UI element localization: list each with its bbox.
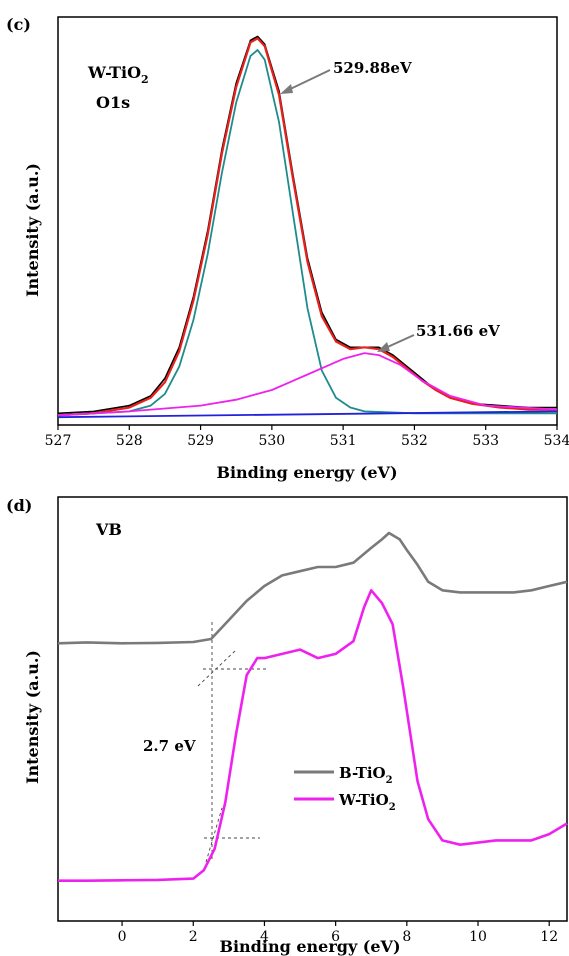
panel-d-label: (d) xyxy=(6,496,32,515)
series-vb-b-tio2 xyxy=(57,531,568,645)
x-tick-label: 10 xyxy=(469,929,487,945)
panel-c-x-ticks: 527 528 529 530 531 532 533 534 xyxy=(45,425,569,449)
x-tick-label: 12 xyxy=(540,929,558,945)
w-tio2-tangent-guide xyxy=(205,807,223,863)
legend-label-b-tio2: B-TiO2 xyxy=(339,764,393,786)
x-tick-label: 527 xyxy=(45,433,72,449)
x-tick-label: 534 xyxy=(544,433,569,449)
panel-c-label: (c) xyxy=(6,15,31,34)
series-o1s-fit-envelope xyxy=(57,37,557,417)
x-tick-label: 528 xyxy=(116,433,143,449)
panel-d-onset-guides xyxy=(197,622,268,863)
panel-d-y-axis-label: Intensity (a.u.) xyxy=(23,650,42,784)
panel-c-y-axis-label: Intensity (a.u.) xyxy=(23,163,42,297)
panel-d-title: VB xyxy=(95,520,122,539)
x-tick-label: 531 xyxy=(330,433,357,449)
x-tick-label: 4 xyxy=(260,929,269,945)
arrowhead-531-66 xyxy=(377,342,390,352)
series-o1s-peak-529-88 xyxy=(57,49,557,417)
x-tick-label: 529 xyxy=(187,433,214,449)
panel-c-sample-label: W-TiO2 xyxy=(87,63,149,86)
panel-d-series-group xyxy=(57,531,568,883)
x-tick-label: 530 xyxy=(258,433,285,449)
panel-d-plot-frame xyxy=(57,496,568,922)
annotation-531-66: 531.66 eV xyxy=(416,322,500,340)
arrowhead-529-88 xyxy=(280,84,293,94)
gap-annotation: 2.7 eV xyxy=(143,737,196,755)
panel-d-legend: B-TiO2 W-TiO2 xyxy=(294,764,396,813)
x-tick-label: 533 xyxy=(472,433,499,449)
panel-c-plot-frame xyxy=(57,16,558,426)
series-o1s-peak-531-66 xyxy=(57,352,558,417)
panel-d-x-ticks: 0 2 4 6 8 10 12 xyxy=(118,921,558,945)
x-tick-label: 532 xyxy=(401,433,428,449)
annotation-529-88: 529.88eV xyxy=(333,59,412,77)
panel-d-valence-band: (d) VB 0 2 4 6 8 10 12 2.7 eV B-TiO2 W-TiO2 Bi… xyxy=(6,496,568,956)
legend-label-w-tio2: W-TiO2 xyxy=(338,791,396,813)
b-tio2-tangent-guide xyxy=(197,649,237,687)
panel-d-x-axis-label: Binding energy (eV) xyxy=(219,937,400,956)
series-vb-w-tio2 xyxy=(58,588,568,883)
series-o1s-background xyxy=(57,410,558,419)
panel-c-xps-o1s: (c) 527 528 529 530 531 532 533 534 W-TiO2 O1s … xyxy=(6,15,569,482)
x-tick-label: 2 xyxy=(189,929,198,945)
panel-c-core-level: O1s xyxy=(96,93,130,112)
panel-c-series-group xyxy=(57,35,558,419)
x-tick-label: 8 xyxy=(402,929,411,945)
panel-c-x-axis-label: Binding energy (eV) xyxy=(216,463,397,482)
series-o1s-raw xyxy=(57,35,557,415)
x-tick-label: 6 xyxy=(331,929,340,945)
x-tick-label: 0 xyxy=(118,929,127,945)
